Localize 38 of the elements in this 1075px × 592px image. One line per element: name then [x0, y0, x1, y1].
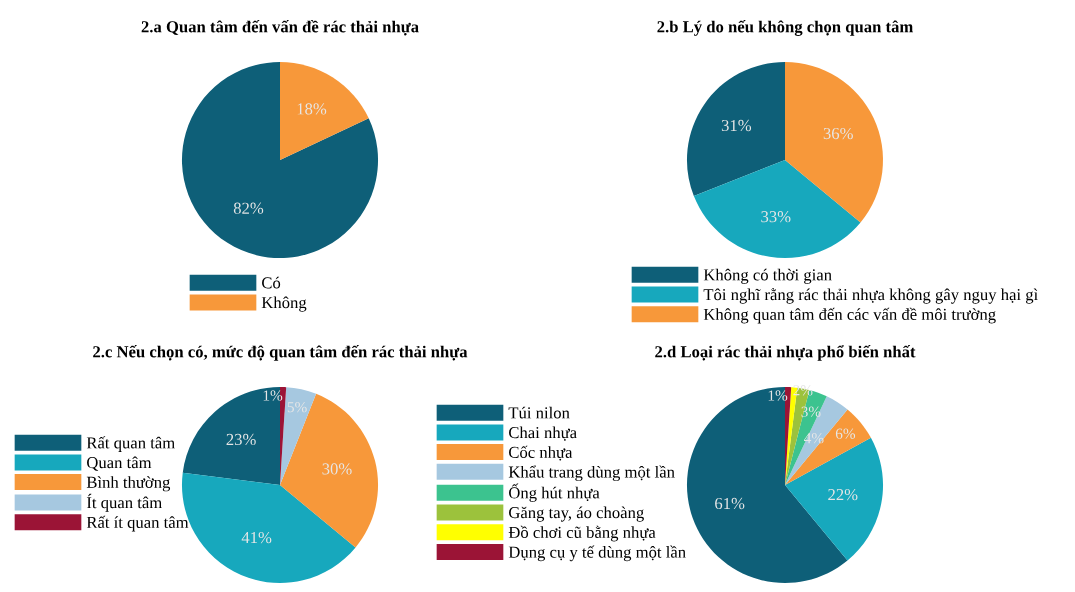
chart-title: 2.a Quan tâm đến vấn đề rác thải nhựa [141, 20, 419, 36]
legend-label: Rất quan tâm [86, 436, 175, 452]
legend-label: Không [261, 296, 307, 312]
data-label: 6% [835, 428, 856, 439]
data-label: 41% [241, 531, 272, 544]
pie-slice [280, 61, 369, 160]
data-label: 82% [233, 202, 264, 214]
data-label: 18% [297, 103, 327, 115]
legend-label: Đồ chơi cũ bằng nhựa [508, 525, 656, 542]
legend-label: Găng tay, áo choàng [509, 506, 644, 522]
data-label: 30% [322, 463, 352, 475]
legend-label: Túi nilon [508, 406, 570, 419]
data-label: 61% [715, 497, 745, 510]
legend-label: Khẩu trang dùng một lần [508, 465, 675, 482]
data-label: 5% [287, 401, 307, 413]
pie-slice [686, 61, 785, 197]
data-label: 23% [226, 433, 256, 446]
legend-label: Không có thời gian [703, 268, 832, 284]
pie-slice [693, 160, 861, 259]
legend-label: Chai nhựa [509, 426, 577, 441]
legend-label: Tôi nghĩ rằng rác thải nhựa không gây nguy hại gì [703, 288, 1038, 304]
legend-label: Ít quan tâm [86, 493, 162, 512]
legend-label: Cốc nhựa [509, 445, 573, 461]
legend-label: Ống hút nhựa [509, 483, 600, 502]
data-label: 22% [828, 488, 858, 501]
data-label: 36% [823, 127, 853, 140]
legend-label: Quan tâm [87, 456, 152, 471]
chart-title: 2.d Loại rác thải nhựa phổ biến nhất [655, 345, 916, 361]
data-label: 31% [721, 119, 752, 132]
legend-label: Có [262, 276, 281, 289]
legend-label: Bình thường [86, 476, 171, 492]
pie-slice [181, 61, 379, 259]
chart-title: 2.c Nếu chọn có, mức độ quan tâm đến rác thải nhựa [93, 345, 468, 361]
legend-label: Dụng cụ y tế dùng một lần [508, 545, 686, 562]
legend-label: Không quan tâm đến các vấn đề môi trường [703, 307, 996, 324]
chart-title: 2.b Lý do nếu không chọn quan tâm [657, 20, 914, 36]
legend-label: Rất ít quan tâm [86, 515, 189, 532]
data-label: 33% [761, 211, 791, 223]
